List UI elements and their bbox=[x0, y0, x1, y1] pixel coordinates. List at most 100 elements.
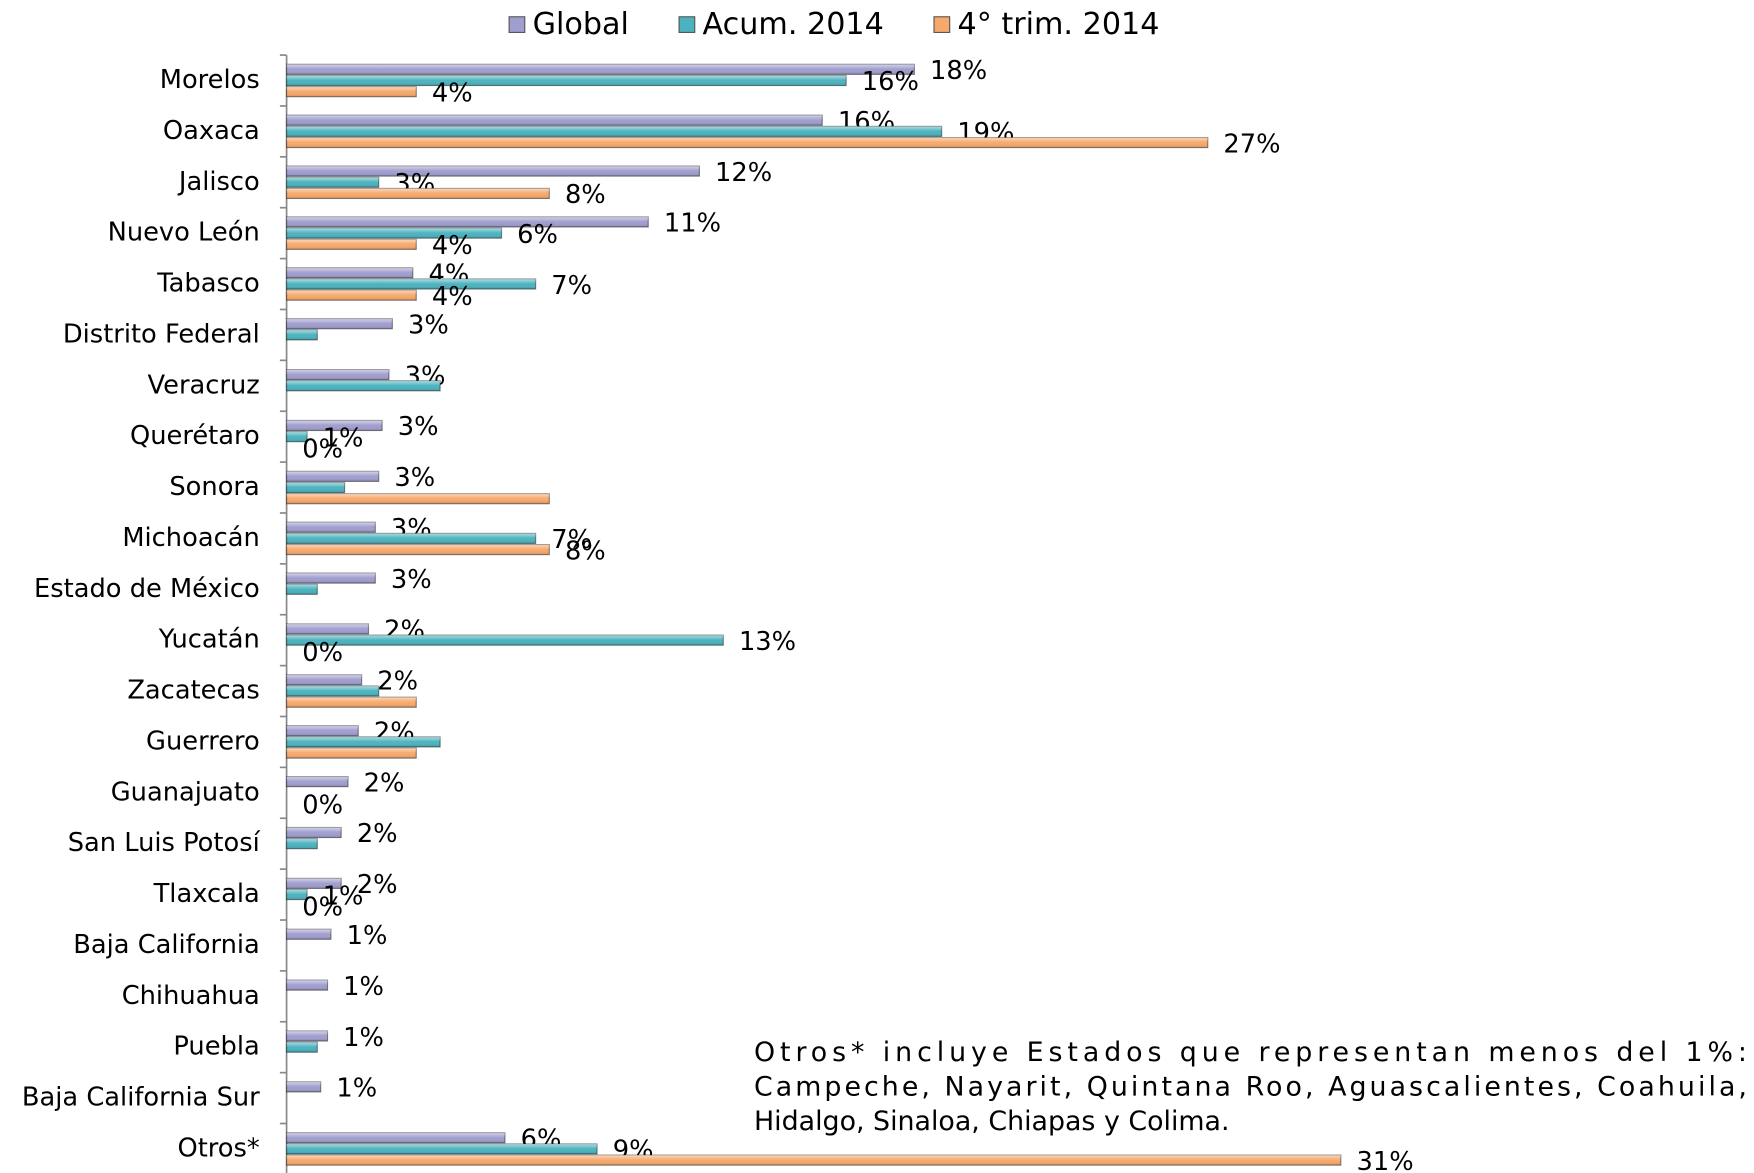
data-label: 2% bbox=[364, 768, 405, 798]
data-label: 4% bbox=[432, 231, 473, 261]
category-label: Otros* bbox=[177, 1133, 259, 1163]
category-label: Querétaro bbox=[130, 421, 260, 451]
bar-shine bbox=[286, 522, 376, 533]
bar-shine bbox=[286, 239, 417, 250]
bar-shine bbox=[286, 1155, 1341, 1166]
data-label: 2% bbox=[357, 870, 398, 900]
bar-shine bbox=[286, 380, 441, 391]
data-label: 3% bbox=[398, 412, 439, 442]
data-label: 7% bbox=[551, 271, 592, 301]
legend-label: Global bbox=[533, 7, 629, 42]
bar-shine bbox=[286, 544, 550, 555]
data-label: 4% bbox=[432, 282, 473, 312]
data-label: 31% bbox=[1356, 1147, 1413, 1173]
bar-shine bbox=[286, 533, 536, 544]
category-label: Puebla bbox=[173, 1032, 259, 1062]
bar-shine bbox=[286, 177, 379, 188]
category-label: Estado de México bbox=[34, 574, 260, 604]
category-label: Yucatán bbox=[158, 625, 260, 655]
category-label: Veracruz bbox=[148, 370, 260, 400]
data-label: 13% bbox=[739, 627, 796, 657]
note-line: Otros* incluye Estados que representan m… bbox=[754, 1037, 1747, 1068]
bar-shine bbox=[286, 431, 308, 442]
bar-shine bbox=[286, 776, 348, 787]
data-label: 2% bbox=[357, 819, 398, 849]
bar-shine bbox=[286, 674, 362, 685]
bar-shine bbox=[286, 1143, 598, 1154]
bar-shine bbox=[286, 878, 342, 889]
bar-shine bbox=[286, 573, 376, 584]
bar-shine bbox=[286, 1132, 505, 1143]
data-label: 6% bbox=[517, 220, 558, 250]
category-label: Chihuahua bbox=[122, 981, 260, 1011]
data-label: 1% bbox=[336, 1074, 377, 1104]
bar-shine bbox=[286, 216, 649, 227]
legend-swatch bbox=[508, 16, 526, 33]
data-label: 3% bbox=[394, 463, 435, 493]
bar-shine bbox=[286, 736, 441, 747]
data-label: 2% bbox=[377, 667, 418, 697]
bar-shine bbox=[286, 1030, 328, 1042]
data-label: 18% bbox=[930, 56, 987, 86]
category-label: Baja California Sur bbox=[22, 1083, 260, 1113]
bar-shine bbox=[286, 493, 550, 504]
data-label: 16% bbox=[862, 67, 919, 97]
data-label: 1% bbox=[323, 423, 364, 453]
bar-shine bbox=[286, 115, 823, 126]
bar-shine bbox=[286, 369, 389, 380]
category-label: Michoacán bbox=[122, 523, 259, 553]
bar-shine bbox=[286, 166, 700, 177]
data-label: 0% bbox=[302, 435, 343, 465]
bar-shine bbox=[286, 188, 550, 199]
data-label: 1% bbox=[343, 972, 384, 1002]
category-label: Guerrero bbox=[146, 726, 260, 756]
bar-shine bbox=[286, 697, 417, 708]
data-label: 3% bbox=[408, 310, 449, 340]
bar-shine bbox=[286, 929, 331, 940]
bar-shine bbox=[286, 748, 417, 759]
note-line: Campeche, Nayarit, Quintana Roo, Aguasca… bbox=[754, 1072, 1747, 1103]
data-label: 27% bbox=[1223, 129, 1280, 159]
bar-shine bbox=[286, 827, 342, 838]
bar-shine bbox=[286, 471, 379, 482]
data-label: 0% bbox=[302, 791, 343, 821]
bar-shine bbox=[286, 228, 502, 239]
category-label: Sonora bbox=[169, 472, 259, 502]
bar-shine bbox=[286, 725, 359, 736]
bar-shine bbox=[286, 1042, 318, 1053]
data-label: 12% bbox=[715, 158, 772, 188]
category-label: Morelos bbox=[160, 65, 260, 95]
bar-shine bbox=[286, 584, 318, 595]
bar-shine bbox=[286, 482, 345, 493]
bar-shine bbox=[286, 635, 724, 646]
bar-shine bbox=[286, 75, 847, 86]
bar-shine bbox=[286, 126, 942, 137]
category-label: Tlaxcala bbox=[153, 879, 260, 909]
bar-shine bbox=[286, 838, 318, 849]
bar-shine bbox=[286, 980, 328, 991]
category-label: Zacatecas bbox=[127, 676, 259, 706]
category-label: Baja California bbox=[73, 930, 260, 960]
legend-label: 4° trim. 2014 bbox=[958, 7, 1160, 42]
bar-shine bbox=[286, 137, 1208, 148]
data-label: 0% bbox=[302, 638, 343, 668]
data-label: 1% bbox=[347, 921, 388, 951]
bar-shine bbox=[286, 278, 536, 290]
bar-shine bbox=[286, 420, 383, 431]
bar-shine bbox=[286, 290, 417, 301]
note-line: Hidalgo, Sinaloa, Chiapas y Colima. bbox=[754, 1106, 1230, 1137]
bar-shine bbox=[286, 267, 413, 278]
category-label: Nuevo León bbox=[108, 218, 260, 248]
bar-shine bbox=[286, 64, 915, 75]
legend-label: Acum. 2014 bbox=[703, 7, 884, 42]
data-label: 4% bbox=[432, 78, 473, 108]
bar-shine bbox=[286, 889, 308, 900]
bar-shine bbox=[286, 623, 369, 635]
bar-shine bbox=[286, 318, 393, 329]
data-label: 3% bbox=[391, 565, 432, 595]
bar-shine bbox=[286, 1081, 321, 1092]
legend-swatch bbox=[678, 16, 696, 33]
category-label: San Luis Potosí bbox=[68, 828, 261, 858]
category-label: Distrito Federal bbox=[63, 319, 260, 349]
category-label: Tabasco bbox=[156, 269, 260, 299]
